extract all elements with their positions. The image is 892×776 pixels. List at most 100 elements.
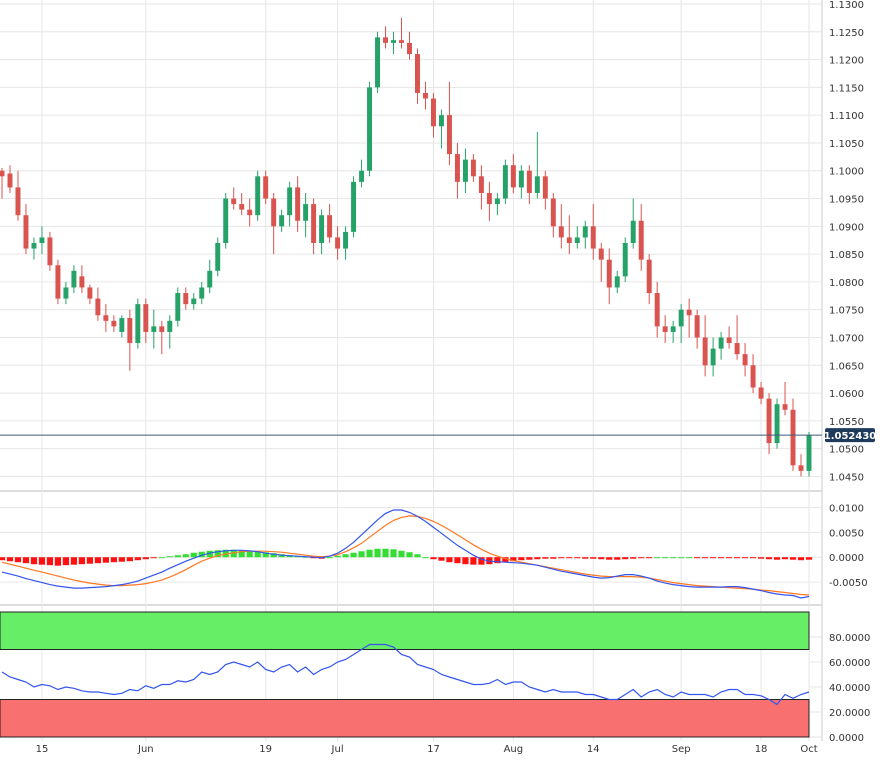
histogram-bar-negative <box>638 557 645 559</box>
candle-down <box>750 365 756 388</box>
histogram-bar-negative <box>478 557 485 565</box>
time-tick-label: 18 <box>755 744 768 755</box>
candle-up <box>191 298 197 305</box>
histogram-bar-positive <box>158 557 165 559</box>
candle-down <box>766 398 772 444</box>
candle-up <box>303 204 309 221</box>
rsi-tick-label: 20.0000 <box>829 708 870 719</box>
histogram-bar-negative <box>134 557 141 561</box>
histogram-bar-negative <box>110 557 117 563</box>
candle-up <box>175 293 181 321</box>
histogram-bar-positive <box>230 549 237 558</box>
histogram-bar-negative <box>781 557 789 560</box>
histogram-bar-negative <box>126 557 133 562</box>
price-tick-label: 1.1150 <box>829 83 864 94</box>
histogram-bar-positive <box>254 551 261 558</box>
candle-down <box>694 315 700 338</box>
candle-down <box>606 259 612 288</box>
time-tick-label: 19 <box>259 744 272 755</box>
histogram-bar-positive <box>334 555 341 558</box>
candle-up <box>351 181 357 232</box>
candle-down <box>271 198 277 227</box>
time-tick-label: Jul <box>331 744 344 755</box>
candle-down <box>311 204 317 243</box>
macd-tick-label: 0.0100 <box>829 503 864 514</box>
candle-down <box>430 98 436 127</box>
candle-up <box>574 237 580 243</box>
histogram-bar-positive <box>342 554 349 558</box>
histogram-bar-negative <box>805 557 813 560</box>
current-price-label: 1.052430 <box>824 431 877 442</box>
histogram-bar-negative <box>150 557 157 559</box>
candle-down <box>23 215 29 249</box>
histogram-bar-positive <box>390 549 397 558</box>
candle-up <box>438 115 444 127</box>
time-tick-label: Jun <box>137 744 154 755</box>
histogram-bar-negative <box>454 557 461 564</box>
candle-down <box>782 404 788 410</box>
price-tick-label: 1.0450 <box>829 472 864 483</box>
time-tick-label: Sep <box>672 744 691 755</box>
candle-up <box>391 40 396 43</box>
candle-down <box>183 293 189 305</box>
candle-down <box>399 40 404 43</box>
histogram-bar-positive <box>382 548 389 558</box>
candle-up <box>582 226 588 238</box>
macd-tick-label: -0.0050 <box>829 578 868 589</box>
histogram-bar-negative <box>30 557 38 565</box>
histogram-bar-negative <box>733 557 741 559</box>
price-tick-label: 1.0650 <box>829 361 864 372</box>
histogram-bar-negative <box>94 557 101 564</box>
histogram-bar-negative <box>6 557 14 562</box>
histogram-bar-positive <box>174 555 181 558</box>
histogram-bar-negative <box>630 557 637 559</box>
histogram-bar-negative <box>558 557 565 559</box>
candle-down <box>654 293 660 327</box>
histogram-bar-negative <box>749 557 757 559</box>
candle-up <box>71 270 77 288</box>
candle-down <box>542 176 548 199</box>
candle-up <box>39 237 45 243</box>
candle-down <box>422 92 428 99</box>
candle-down <box>486 192 492 205</box>
price-tick-label: 1.1250 <box>829 28 864 39</box>
candle-down <box>335 237 341 249</box>
histogram-bar-negative <box>70 557 78 565</box>
candle-down <box>790 409 796 466</box>
candle-up <box>343 231 349 249</box>
candle-up <box>255 176 261 216</box>
histogram-bar-negative <box>502 557 509 563</box>
price-tick-label: 1.1100 <box>829 111 864 122</box>
histogram-bar-negative <box>438 557 445 561</box>
candle-down <box>446 115 452 155</box>
overbought-zone <box>0 611 810 650</box>
signal-line <box>1 515 810 596</box>
time-tick-label: 15 <box>36 744 49 755</box>
histogram-bar-negative <box>574 557 581 559</box>
candle-down <box>415 54 420 93</box>
histogram-bar-negative <box>62 557 70 566</box>
macd-tick-label: 0.0050 <box>829 528 864 539</box>
candle-down <box>103 315 109 321</box>
price-tick-label: 1.0600 <box>829 389 864 400</box>
price-tick-label: 1.0500 <box>829 445 864 456</box>
macd-panel <box>0 509 813 599</box>
candle-down <box>470 159 476 177</box>
histogram-bar-negative <box>0 557 6 561</box>
histogram-bar-negative <box>646 557 653 559</box>
price-tick-label: 1.0750 <box>829 306 864 317</box>
candle-down <box>295 187 301 221</box>
histogram-bar-positive <box>198 551 205 558</box>
candle-down <box>662 326 668 332</box>
candle-up <box>630 220 636 243</box>
price-panel: 1.052430 <box>0 17 877 477</box>
candle-up <box>223 198 229 243</box>
histogram-bar-positive <box>182 554 189 558</box>
histogram-bar-negative <box>430 557 437 560</box>
candle-down <box>79 276 85 288</box>
candle-down <box>590 226 596 249</box>
histogram-bar-positive <box>238 550 245 558</box>
histogram-bar-positive <box>670 557 677 559</box>
candle-up <box>494 198 500 205</box>
